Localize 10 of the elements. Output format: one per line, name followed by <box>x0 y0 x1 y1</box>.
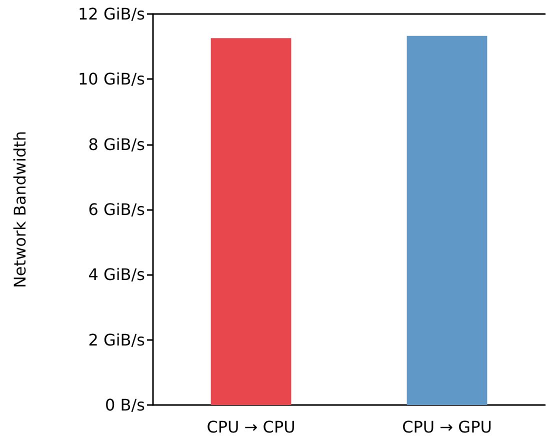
y-axis-title: Network Bandwidth <box>10 130 30 288</box>
y-tick-label: 0 B/s <box>105 396 145 414</box>
y-tick-label: 4 GiB/s <box>88 265 145 284</box>
y-tick-label: 2 GiB/s <box>88 330 145 350</box>
y-tick-label: 6 GiB/s <box>88 200 145 219</box>
y-tick-label: 12 GiB/s <box>78 4 145 24</box>
y-tick-label: 8 GiB/s <box>88 134 145 154</box>
x-tick-label: CPU → CPU <box>206 418 296 436</box>
y-tick-label: 10 GiB/s <box>78 70 145 89</box>
x-tick-label: CPU → GPU <box>402 418 492 436</box>
